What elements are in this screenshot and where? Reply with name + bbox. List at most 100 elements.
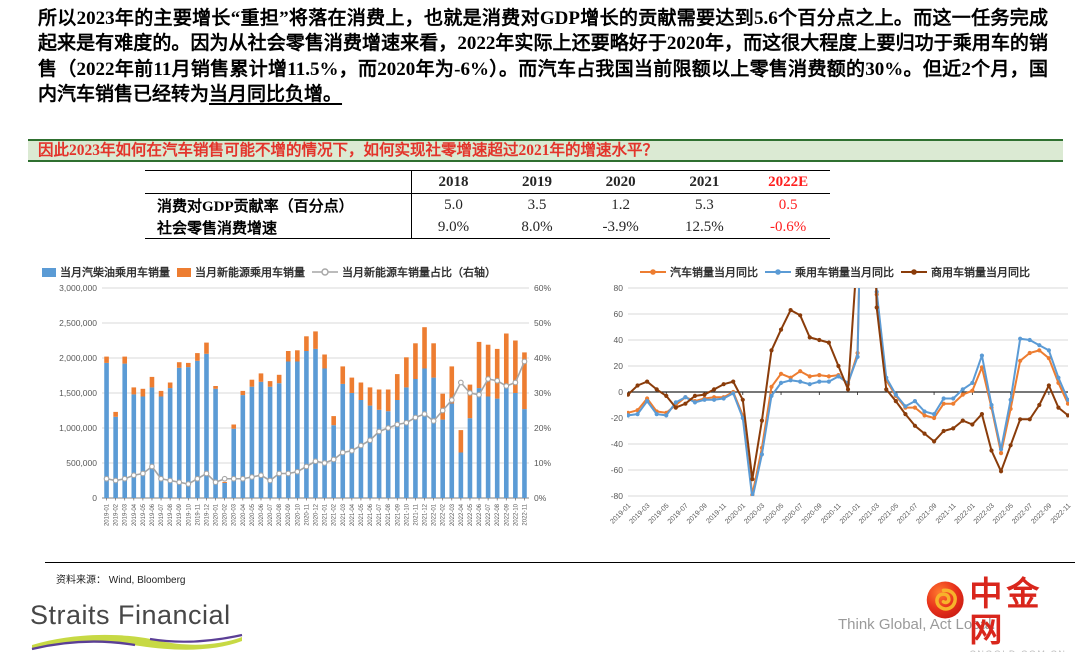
svg-text:2022-11: 2022-11 — [1050, 502, 1073, 525]
svg-text:2021-01: 2021-01 — [323, 503, 329, 526]
svg-text:2020-12: 2020-12 — [314, 503, 320, 526]
intro-paragraph: 所以2023年的主要增长“重担”将落在消费上，也就是消费对GDP增长的贡献需要达… — [38, 6, 1048, 107]
legend-label: 当月新能源乘用车销量 — [195, 267, 305, 279]
intro-text: 所以2023年的主要增长“重担”将落在消费上，也就是消费对GDP增长的贡献需要达… — [38, 8, 1048, 105]
svg-text:40%: 40% — [534, 353, 551, 363]
svg-text:10%: 10% — [534, 458, 551, 468]
cngold-name: 中金网 — [969, 577, 1044, 649]
legend-label: 乘用车销量当月同比 — [795, 267, 894, 279]
svg-text:3,000,000: 3,000,000 — [59, 283, 97, 293]
straits-swoosh-icon — [31, 633, 243, 651]
highlight-banner-text: 因此2023年如何在汽车销售可能不增的情况下，如何实现社零增速超过2021年的增… — [38, 142, 659, 159]
legend-item-fuel: 当月汽柴油乘用车销量 — [42, 264, 170, 280]
svg-text:2019-09: 2019-09 — [177, 503, 183, 526]
legend-label: 当月汽柴油乘用车销量 — [60, 267, 170, 279]
table-header-2019: 2019 — [522, 173, 553, 190]
svg-text:2022-09: 2022-09 — [1030, 502, 1053, 525]
cell-value: 5.0 — [444, 196, 463, 213]
svg-text:2021-03: 2021-03 — [341, 503, 347, 526]
svg-text:2022-08: 2022-08 — [495, 503, 501, 526]
table-header-2021: 2021 — [689, 173, 720, 190]
legend-label: 商用车销量当月同比 — [931, 267, 1030, 279]
svg-text:-40: -40 — [611, 439, 624, 449]
straits-financial-name: Straits Financial — [30, 600, 231, 630]
source-note: 资料来源： Wind, Bloomberg — [56, 575, 186, 586]
cell-value: 12.5% — [684, 218, 724, 235]
svg-text:2022-10: 2022-10 — [513, 503, 519, 526]
blue-bar-swatch — [42, 267, 56, 277]
cell-value: -0.6% — [769, 218, 807, 235]
svg-text:2020-09: 2020-09 — [801, 502, 824, 525]
svg-text:2021-07: 2021-07 — [377, 503, 383, 526]
share-line-swatch-icon — [312, 268, 338, 276]
svg-text:2019-05: 2019-05 — [141, 503, 147, 526]
row-label: 消费对GDP贡献率（百分点） — [145, 193, 412, 216]
svg-text:20%: 20% — [534, 423, 551, 433]
cngold-domain: CNGOLD.COM.CN — [969, 649, 1080, 652]
yoy-sales-chart: 汽车销量当月同比 乘用车销量当月同比 商用车销量当月同比 -80 -60 -40 -2… — [592, 264, 1078, 545]
left-chart-canvas: 0 500,000 1,000,000 1,500,000 2,000,000 2,500… — [42, 280, 567, 561]
svg-text:2021-02: 2021-02 — [332, 503, 338, 526]
svg-text:2020-02: 2020-02 — [223, 503, 229, 526]
svg-text:2019-12: 2019-12 — [204, 503, 210, 526]
svg-text:20: 20 — [614, 361, 624, 371]
svg-text:2022-07: 2022-07 — [486, 503, 492, 526]
svg-text:2022-03: 2022-03 — [450, 503, 456, 526]
svg-text:2021-08: 2021-08 — [386, 503, 392, 526]
svg-text:2022-09: 2022-09 — [504, 503, 510, 526]
svg-text:2022-02: 2022-02 — [441, 503, 447, 526]
cngold-cloud-icon — [926, 581, 964, 619]
svg-text:1,000,000: 1,000,000 — [59, 423, 97, 433]
svg-text:40: 40 — [614, 335, 624, 345]
svg-text:-60: -60 — [611, 465, 624, 475]
svg-text:500,000: 500,000 — [66, 458, 97, 468]
svg-text:2019-06: 2019-06 — [150, 503, 156, 526]
svg-text:0%: 0% — [534, 493, 547, 503]
svg-text:2021-09: 2021-09 — [395, 503, 401, 526]
svg-text:2019-03: 2019-03 — [123, 503, 129, 526]
svg-text:-80: -80 — [611, 491, 624, 501]
legend-item-2: 商用车销量当月同比 — [901, 264, 1030, 280]
line-swatch-icon — [640, 269, 666, 275]
table-header-2020: 2020 — [605, 173, 636, 190]
summary-table-head: 2018 2019 2020 2021 2022E — [145, 170, 830, 194]
legend-item-1: 乘用车销量当月同比 — [765, 264, 894, 280]
right-chart-svg: -80-60-40-200204060802019-012019-032019-… — [609, 283, 1073, 526]
svg-text:2020-10: 2020-10 — [295, 503, 301, 526]
svg-text:2019-08: 2019-08 — [168, 503, 174, 526]
svg-text:2020-07: 2020-07 — [268, 503, 274, 526]
table-header-2022E: 2022E — [768, 173, 809, 190]
highlight-banner: 因此2023年如何在汽车销售可能不增的情况下，如何实现社零增速超过2021年的增… — [28, 139, 1063, 162]
summary-table: 2018 2019 2020 2021 2022E 消费对GDP贡献率（百分点） 5.0 3… — [145, 170, 830, 239]
svg-text:2021-10: 2021-10 — [404, 503, 410, 526]
intro-text-underlined: 当月同比负增。 — [209, 83, 343, 105]
svg-text:2021-11: 2021-11 — [413, 503, 419, 525]
svg-text:2,500,000: 2,500,000 — [59, 318, 97, 328]
cngold-logo: 中金网 CNGOLD.COM.CN 中文财经新媒体 — [925, 577, 1080, 652]
svg-text:2021-04: 2021-04 — [350, 503, 356, 526]
think-global-tagline: Think Global, Act Local. — [838, 616, 996, 633]
cell-value: 9.0% — [437, 218, 470, 235]
svg-text:2019-02: 2019-02 — [114, 503, 120, 526]
line-swatch-icon — [901, 269, 927, 275]
legend-item-0: 汽车销量当月同比 — [640, 264, 758, 280]
table-row: 消费对GDP贡献率（百分点） 5.0 3.5 1.2 5.3 0.5 — [145, 193, 830, 216]
cell-value: 3.5 — [527, 196, 547, 213]
svg-text:2020-05: 2020-05 — [250, 503, 256, 526]
svg-text:1,500,000: 1,500,000 — [59, 388, 97, 398]
svg-text:60: 60 — [614, 309, 624, 319]
svg-text:2020-06: 2020-06 — [259, 503, 265, 526]
svg-text:2019-04: 2019-04 — [132, 503, 138, 526]
svg-text:2021-12: 2021-12 — [423, 503, 429, 526]
legend-label: 当月新能源车销量占比（右轴） — [342, 267, 496, 279]
left-chart-svg: 0 500,000 1,000,000 1,500,000 2,000,000 2,500… — [59, 283, 551, 526]
svg-text:2019-01: 2019-01 — [105, 503, 111, 526]
cell-value: 1.2 — [611, 196, 631, 213]
svg-text:2022-06: 2022-06 — [477, 503, 483, 526]
straits-financial-logo: Straits Financial — [30, 600, 260, 652]
orange-bar-swatch — [177, 267, 191, 277]
svg-text:2020-04: 2020-04 — [241, 503, 247, 526]
passenger-car-sales-chart: 当月汽柴油乘用车销量 当月新能源乘用车销量 当月新能源车销量占比（右轴） 0 50… — [42, 264, 567, 561]
table-row: 社会零售消费增速 9.0% 8.0% -3.9% 12.5% -0.6% — [145, 216, 830, 239]
svg-text:2019-10: 2019-10 — [186, 503, 192, 526]
